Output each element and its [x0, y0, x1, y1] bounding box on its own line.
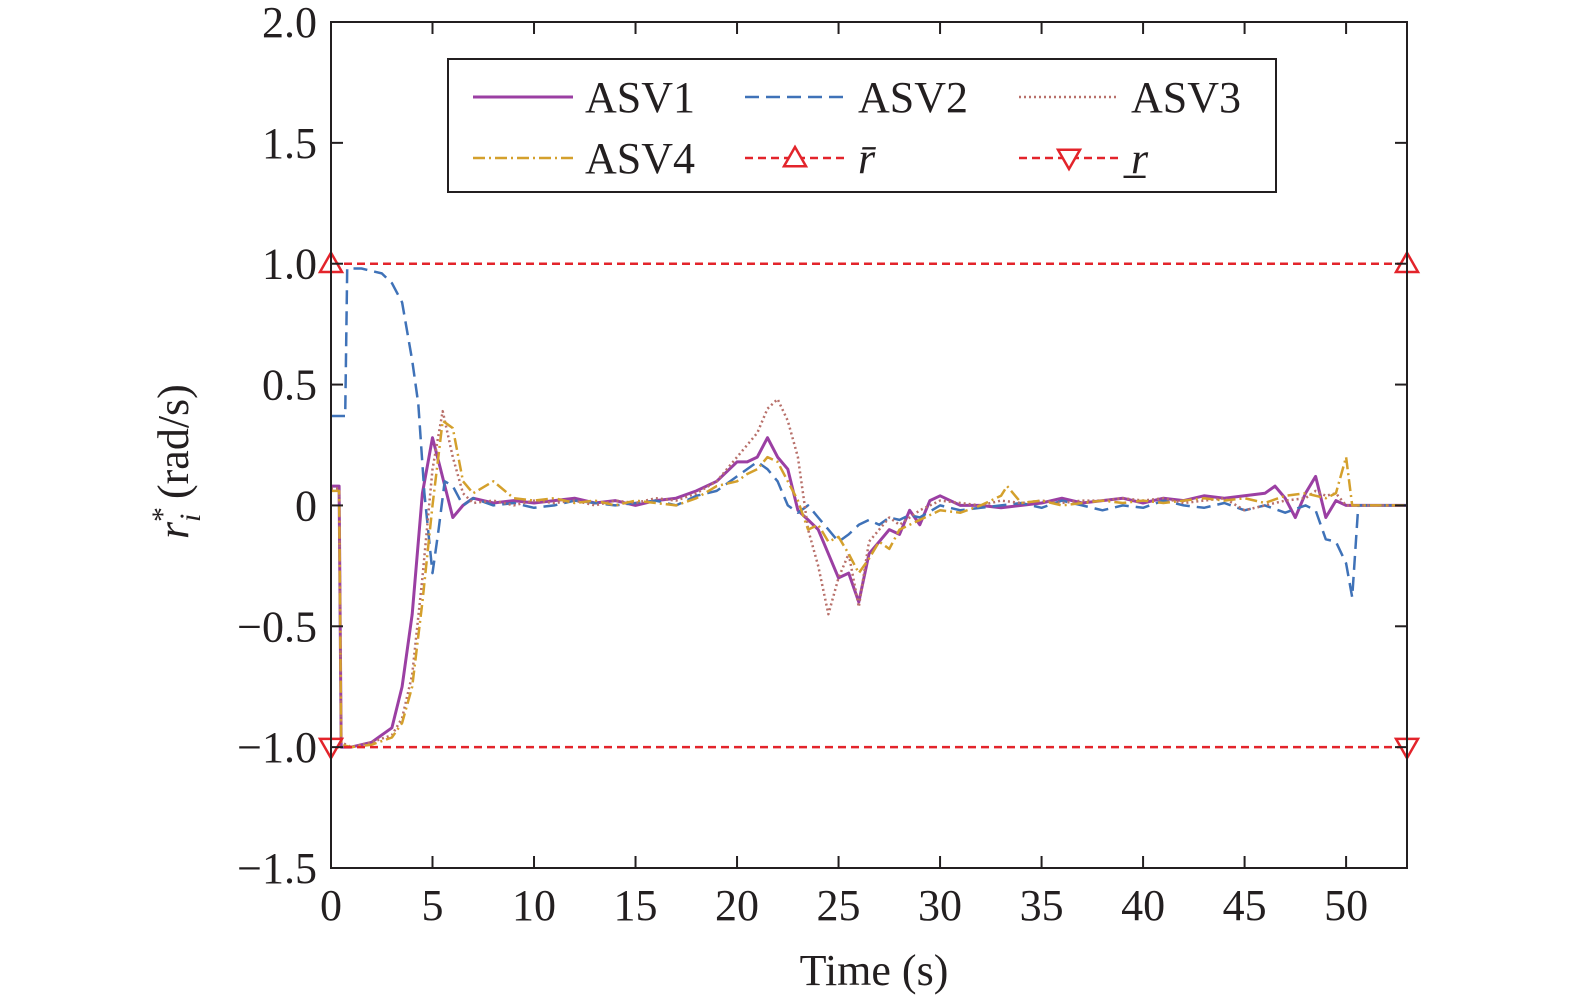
y-tick-label: −0.5 — [237, 602, 317, 651]
x-tick-label: 50 — [1324, 881, 1368, 930]
y-axis-title-superscript: * — [146, 507, 179, 522]
x-tick-label: 0 — [320, 881, 342, 930]
legend-item-1: ASV1 — [473, 73, 695, 122]
y-tick-label: 0 — [295, 481, 317, 530]
x-tick-label: 15 — [614, 881, 658, 930]
legend-item-4: ASV4 — [473, 134, 695, 183]
y-tick-label: −1.5 — [237, 844, 317, 893]
x-tick-label: 35 — [1020, 881, 1064, 930]
legend-label: ASV3 — [1131, 73, 1241, 122]
x-tick-label: 40 — [1121, 881, 1165, 930]
x-tick-label: 20 — [715, 881, 759, 930]
legend-item-5: r̄ — [745, 134, 876, 183]
plot-frame — [330, 21, 1408, 869]
x-axis-title: Time (s) — [800, 946, 949, 995]
legend-box — [447, 58, 1277, 193]
y-axis-title-symbol: r — [149, 521, 198, 539]
x-tick-label: 25 — [817, 881, 861, 930]
series-layer — [331, 262, 1407, 749]
legend-marker — [781, 144, 809, 168]
y-axis-title-unit: (rad/s) — [149, 384, 198, 499]
series-line-1 — [331, 436, 1407, 749]
x-tick-label: 45 — [1223, 881, 1267, 930]
axes-layer: 0 5 10 15 20 25 30 35 40 45 50 −1.5 −1.0 −0.5 0 0.5 1.0 1… — [146, 0, 1421, 995]
legend-label: ASV1 — [585, 73, 695, 122]
legend-label: r̄ — [858, 134, 876, 183]
legend-item-3: ASV3 — [1019, 73, 1241, 122]
legend-label: ASV2 — [858, 73, 968, 122]
y-axis-title-subscript: i — [174, 514, 207, 522]
y-tick-label: 1.0 — [262, 240, 317, 289]
x-tick-label: 30 — [918, 881, 962, 930]
legend-marker — [1055, 148, 1083, 172]
series-line-4 — [331, 419, 1407, 749]
y-tick-label: 1.5 — [262, 119, 317, 168]
y-axis-title: r*i (rad/s) — [146, 384, 207, 539]
y-tick-label: 0.5 — [262, 361, 317, 410]
series-line-2 — [331, 267, 1407, 599]
x-tick-label: 10 — [512, 881, 556, 930]
series-line-3 — [331, 397, 1407, 749]
legend-label: ASV4 — [585, 134, 695, 183]
y-tick-label: −1.0 — [237, 723, 317, 772]
y-tick-label: 2.0 — [262, 0, 317, 47]
legend-item-2: ASV2 — [745, 73, 968, 122]
x-tick-label: 5 — [422, 881, 444, 930]
